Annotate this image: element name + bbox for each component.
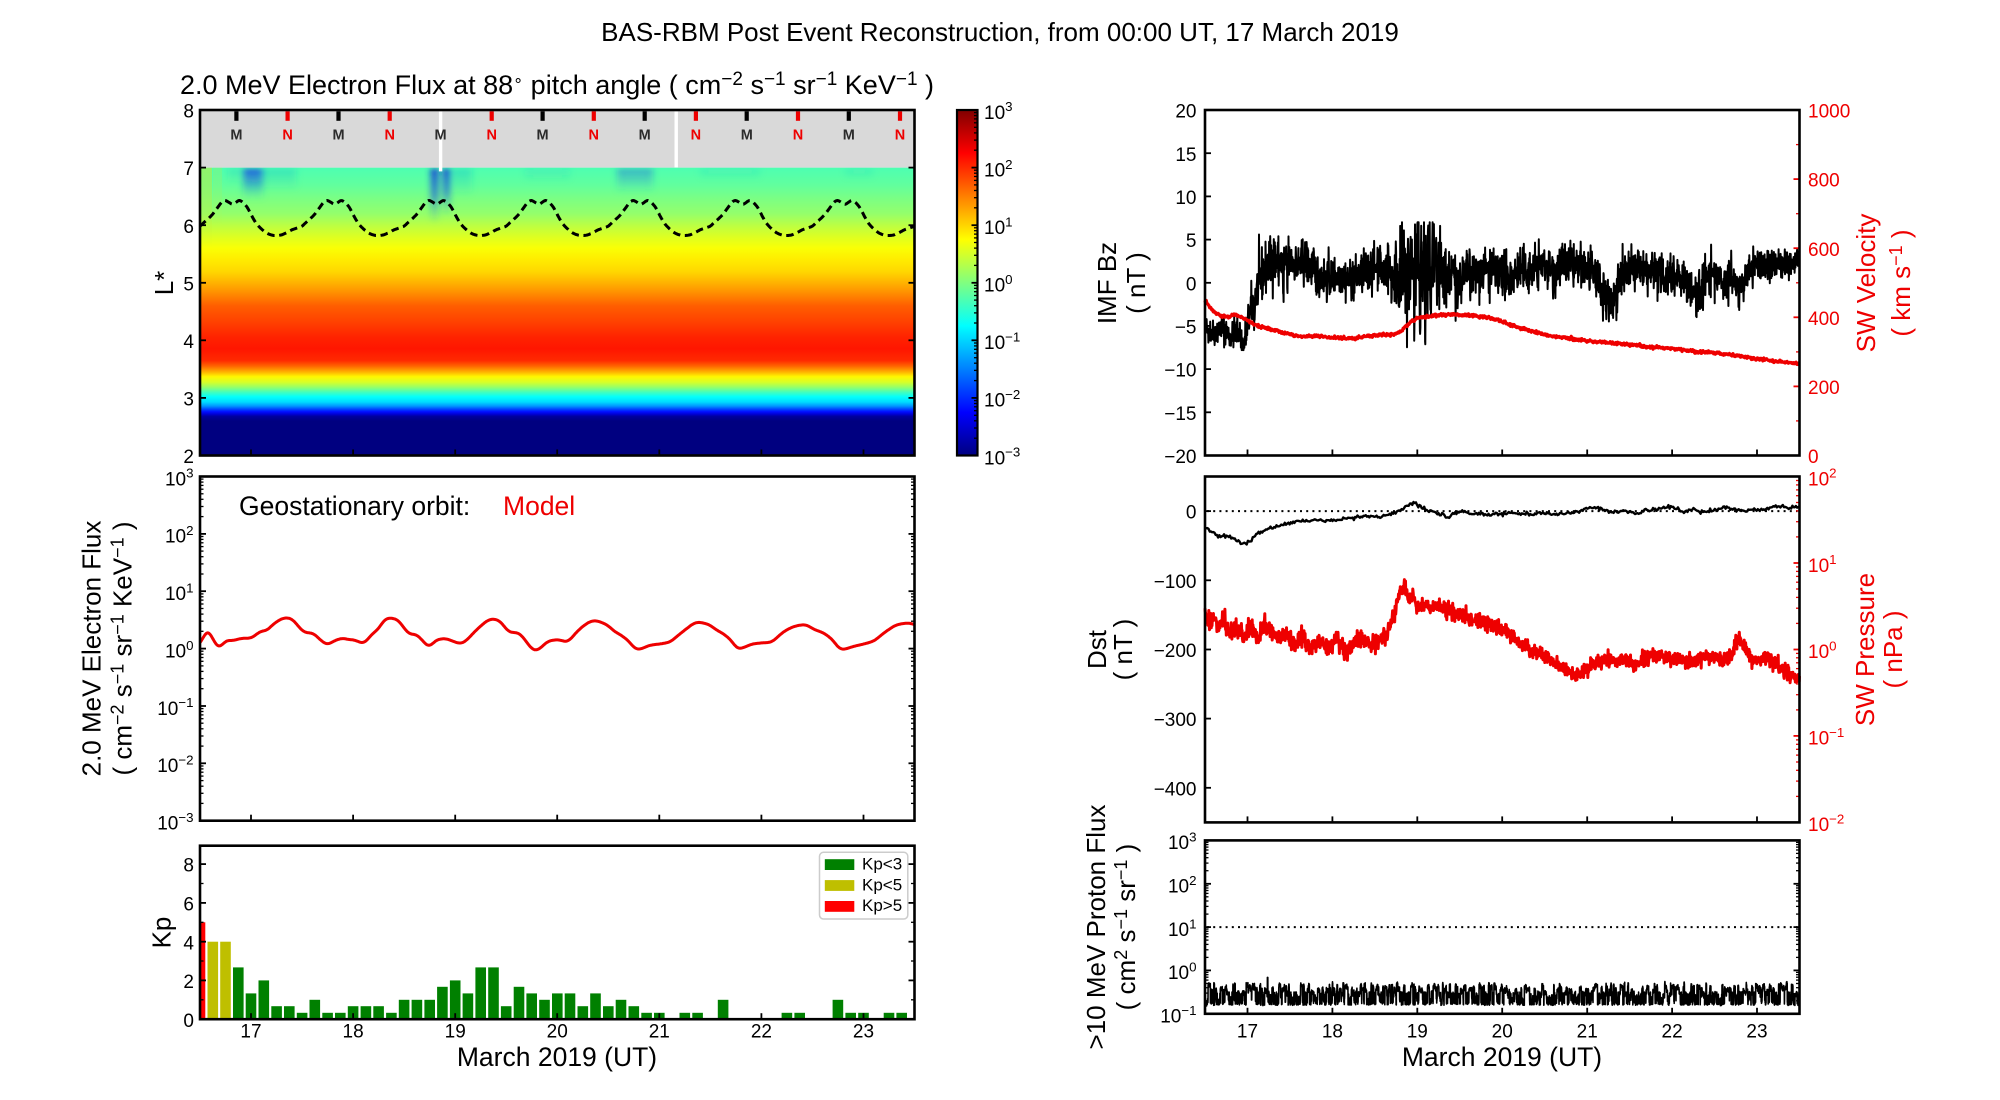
svg-text:400: 400 [1808,309,1840,330]
svg-text:M: M [639,128,651,144]
svg-text:0: 0 [183,1011,194,1032]
svg-text:−300: −300 [1154,710,1197,731]
svg-text:6: 6 [183,895,194,916]
svg-text:SW Pressure: SW Pressure [1850,573,1880,726]
svg-text:M: M [332,128,344,144]
svg-text:Kp<3: Kp<3 [862,854,902,873]
svg-text:800: 800 [1808,171,1840,192]
svg-text:5: 5 [183,274,194,295]
svg-text:4: 4 [183,332,194,353]
svg-text:−10: −10 [1164,361,1196,382]
svg-text:2: 2 [183,972,194,993]
svg-text:Geostationary orbit:: Geostationary orbit: [239,491,470,521]
svg-text:M: M [741,128,753,144]
svg-text:SW Velocity: SW Velocity [1851,214,1881,353]
svg-text:−5: −5 [1175,318,1197,339]
svg-text:( cm−2 s−1 sr−1 KeV−1 ): ( cm−2 s−1 sr−1 KeV−1 ) [108,521,138,775]
svg-text:Model: Model [503,491,575,521]
svg-text:19: 19 [445,1022,466,1043]
svg-text:−100: −100 [1154,572,1197,593]
svg-text:101: 101 [1808,552,1837,577]
svg-text:10: 10 [1175,188,1196,209]
svg-text:5: 5 [1186,231,1197,252]
svg-text:1000: 1000 [1808,102,1850,123]
svg-text:M: M [434,128,446,144]
svg-text:( nPa ): ( nPa ) [1878,610,1908,688]
svg-text:2: 2 [183,447,194,468]
svg-text:8: 8 [183,102,194,123]
svg-text:8: 8 [183,856,194,877]
svg-text:19: 19 [1407,1022,1428,1043]
svg-text:10−2: 10−2 [1808,812,1844,837]
svg-text:IMF Bz: IMF Bz [1092,242,1122,324]
svg-text:2.0 MeV Electron Flux: 2.0 MeV Electron Flux [77,521,107,777]
svg-text:N: N [793,128,803,144]
svg-text:( km s−1 ): ( km s−1 ) [1886,229,1916,336]
svg-text:M: M [230,128,242,144]
svg-text:23: 23 [853,1022,874,1043]
svg-text:March 2019 (UT): March 2019 (UT) [457,1042,657,1072]
svg-text:( nT ): ( nT ) [1121,252,1151,314]
svg-text:3: 3 [183,390,194,411]
svg-text:2.0 MeV Electron Flux at 88∘ p: 2.0 MeV Electron Flux at 88∘ pitch angle… [180,69,934,100]
svg-text:22: 22 [1662,1022,1683,1043]
svg-text:600: 600 [1808,240,1840,261]
svg-text:21: 21 [649,1022,670,1043]
svg-text:M: M [537,128,549,144]
svg-text:>10 MeV Proton Flux: >10 MeV Proton Flux [1081,805,1111,1050]
svg-text:15: 15 [1175,145,1196,166]
svg-text:−15: −15 [1164,404,1196,425]
svg-text:N: N [691,128,701,144]
svg-text:17: 17 [1237,1022,1258,1043]
svg-text:N: N [895,128,905,144]
svg-text:22: 22 [751,1022,772,1043]
svg-text:Kp: Kp [147,917,177,949]
svg-text:−20: −20 [1164,447,1196,468]
svg-text:20: 20 [547,1022,568,1043]
svg-text:M: M [843,128,855,144]
svg-text:N: N [384,128,394,144]
svg-text:N: N [486,128,496,144]
svg-text:6: 6 [183,217,194,238]
svg-text:N: N [589,128,599,144]
svg-text:20: 20 [1175,102,1196,123]
svg-text:−200: −200 [1154,641,1197,662]
svg-text:( nT ): ( nT ) [1108,619,1138,681]
svg-text:20: 20 [1492,1022,1513,1043]
svg-text:L*: L* [149,271,179,296]
svg-text:Dst: Dst [1082,629,1112,669]
svg-text:Kp>5: Kp>5 [862,896,902,915]
svg-text:17: 17 [240,1022,261,1043]
svg-text:7: 7 [183,159,194,180]
svg-text:Kp<5: Kp<5 [862,875,902,894]
svg-text:18: 18 [343,1022,364,1043]
svg-text:4: 4 [183,933,194,954]
svg-text:0: 0 [1808,447,1819,468]
svg-text:200: 200 [1808,378,1840,399]
svg-text:March 2019 (UT): March 2019 (UT) [1402,1042,1602,1072]
svg-text:0: 0 [1186,503,1197,524]
svg-text:0: 0 [1186,274,1197,295]
svg-text:−400: −400 [1154,779,1197,800]
svg-text:BAS-RBM Post Event Reconstruct: BAS-RBM Post Event Reconstruction, from … [601,17,1399,47]
svg-text:23: 23 [1746,1022,1767,1043]
svg-text:N: N [282,128,292,144]
svg-text:21: 21 [1577,1022,1598,1043]
svg-text:18: 18 [1322,1022,1343,1043]
